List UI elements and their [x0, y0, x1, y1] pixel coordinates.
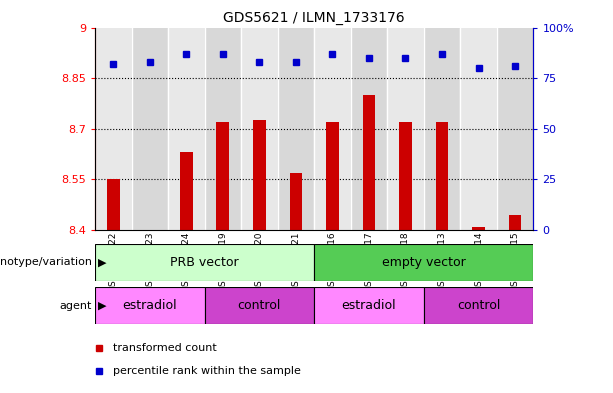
Bar — [216, 122, 229, 230]
Bar — [289, 173, 302, 230]
Bar — [399, 122, 412, 230]
Bar — [509, 215, 522, 230]
Bar — [351, 28, 387, 230]
Bar — [205, 287, 314, 324]
Bar — [95, 28, 132, 230]
Text: agent: agent — [59, 301, 92, 310]
Bar — [278, 28, 314, 230]
Text: control: control — [457, 299, 500, 312]
Bar — [460, 28, 497, 230]
Bar — [95, 244, 314, 281]
Bar — [132, 28, 168, 230]
Text: ▶: ▶ — [98, 257, 107, 267]
Text: genotype/variation: genotype/variation — [0, 257, 92, 267]
Bar — [168, 28, 205, 230]
Bar — [314, 287, 424, 324]
Bar — [326, 122, 339, 230]
Bar — [314, 28, 351, 230]
Bar — [253, 120, 266, 230]
Bar — [424, 287, 533, 324]
Bar — [107, 179, 120, 230]
Bar — [180, 152, 192, 230]
Bar — [362, 95, 375, 230]
Bar — [424, 28, 460, 230]
Bar — [205, 28, 241, 230]
Bar — [436, 122, 448, 230]
Bar — [497, 28, 533, 230]
Text: estradiol: estradiol — [123, 299, 177, 312]
Text: empty vector: empty vector — [382, 256, 466, 269]
Bar — [387, 28, 424, 230]
Text: control: control — [238, 299, 281, 312]
Text: transformed count: transformed count — [113, 343, 216, 353]
Text: PRB vector: PRB vector — [170, 256, 239, 269]
Text: estradiol: estradiol — [341, 299, 396, 312]
Text: ▶: ▶ — [98, 301, 107, 310]
Text: percentile rank within the sample: percentile rank within the sample — [113, 366, 300, 376]
Bar — [472, 226, 485, 230]
Bar — [314, 244, 533, 281]
Bar — [95, 287, 205, 324]
Title: GDS5621 / ILMN_1733176: GDS5621 / ILMN_1733176 — [223, 11, 405, 25]
Bar — [241, 28, 278, 230]
